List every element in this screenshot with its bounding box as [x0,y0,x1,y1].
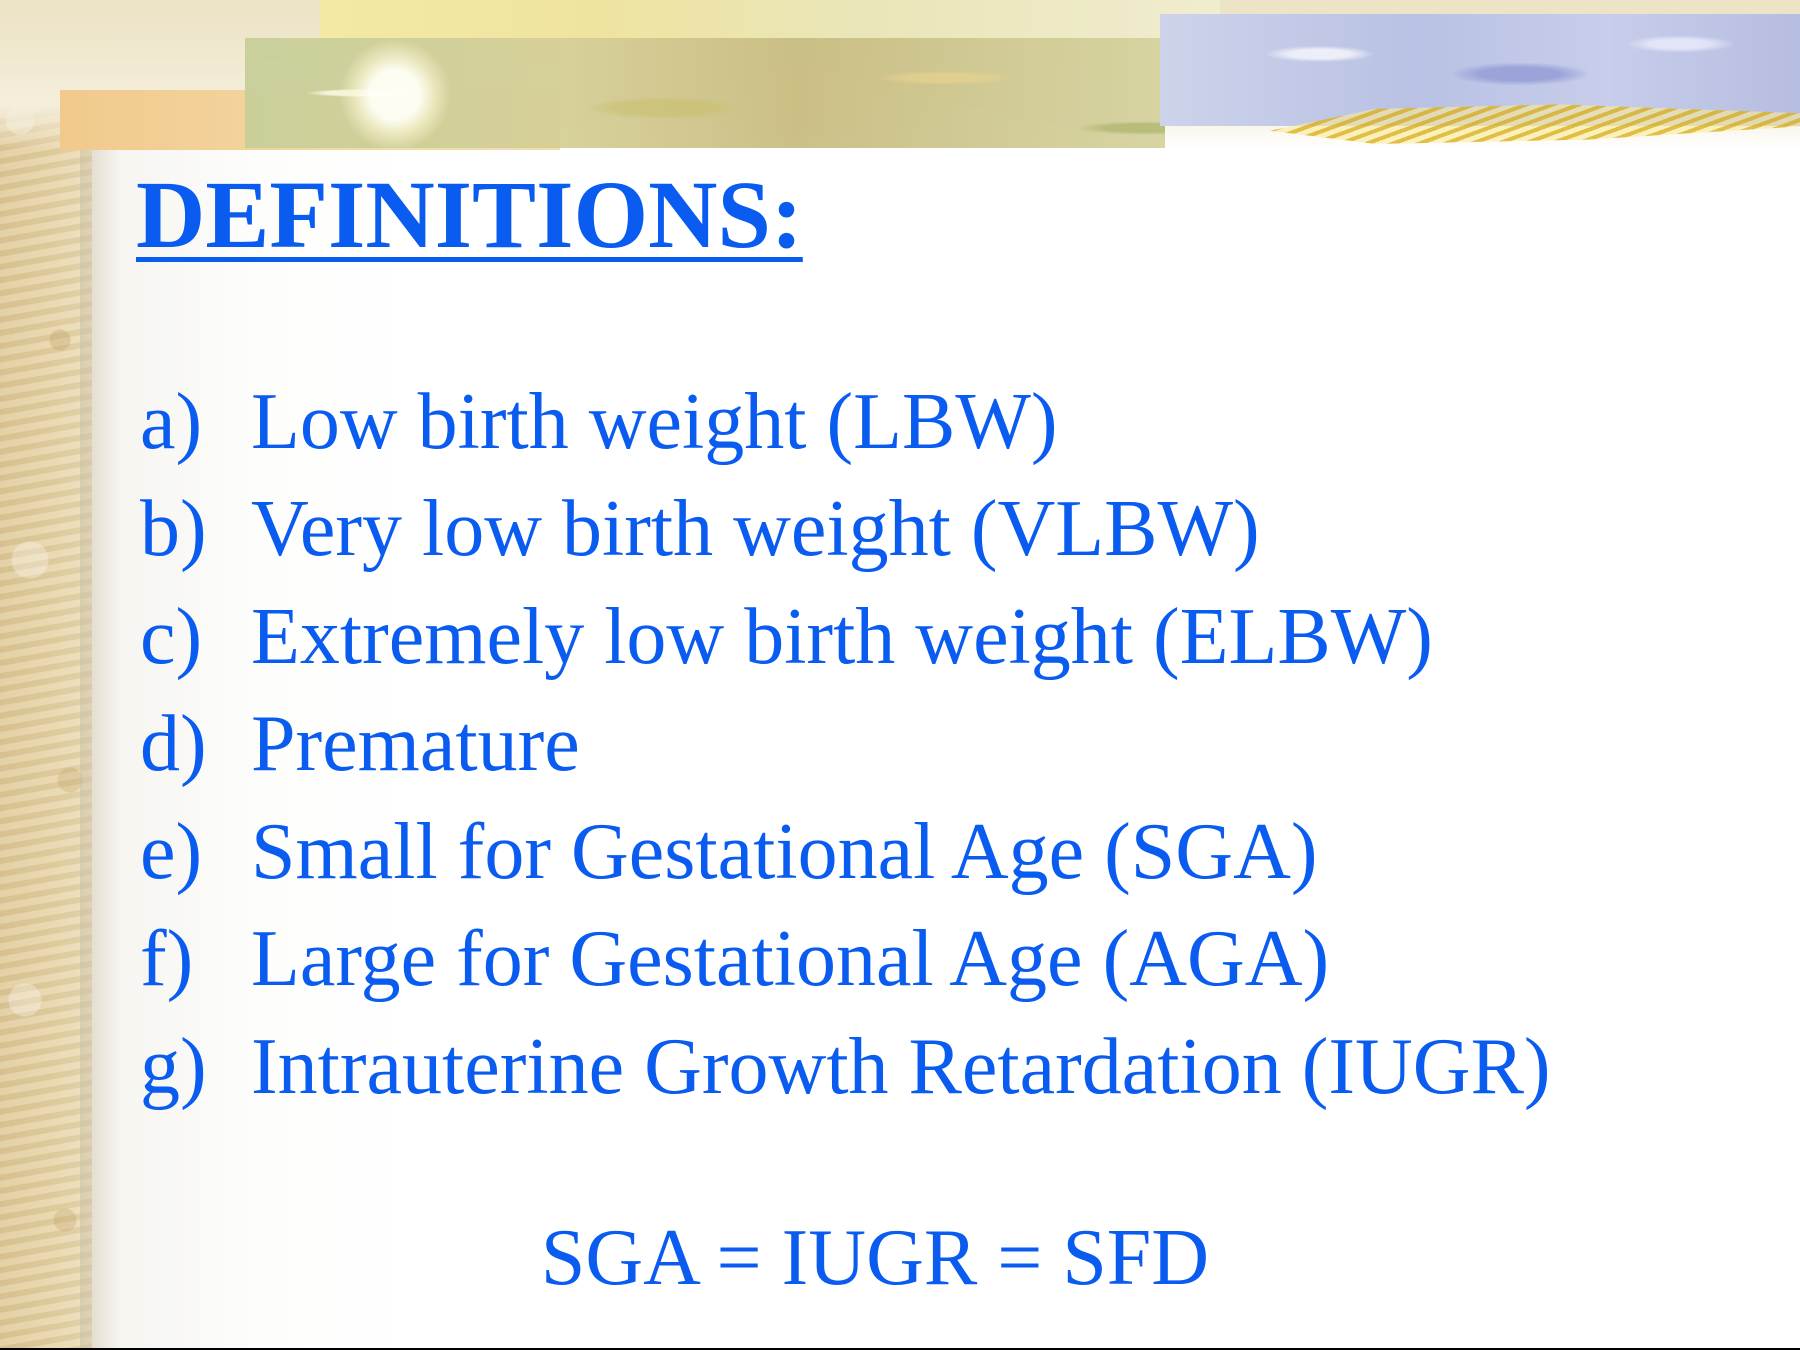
parchment-strip-decoration [0,0,92,1350]
list-item: g) Intrauterine Growth Retardation (IUGR… [140,1013,1551,1121]
list-item: a) Low birth weight (LBW) [140,368,1551,476]
list-item: f) Large for Gestational Age (AGA) [140,906,1551,1014]
flower-highlight-decoration [340,40,450,150]
list-item: d) Premature [140,691,1551,799]
list-marker: f) [140,915,194,1004]
list-marker: e) [140,807,203,896]
list-marker: d) [140,700,207,789]
list-marker: a) [140,377,203,466]
definition-text: Small for Gestational Age (SGA) [251,807,1318,896]
list-item: e) Small for Gestational Age (SGA) [140,798,1551,906]
definition-text: Extremely low birth weight (ELBW) [251,592,1433,681]
definition-text: Intrauterine Growth Retardation (IUGR) [251,1022,1551,1111]
equivalence-equation: SGA = IUGR = SFD [540,1214,1210,1302]
definition-text: Very low birth weight (VLBW) [251,485,1260,574]
definitions-list: a) Low birth weight (LBW) b) Very low bi… [140,368,1551,1121]
slide-title: DEFINITIONS: [136,161,803,268]
definition-text: Large for Gestational Age (AGA) [251,915,1330,1004]
list-marker: b) [140,485,207,574]
bottom-border [0,1348,1800,1350]
collage-yellow-tile [320,0,1220,40]
strip-shadow-decoration [80,140,120,1350]
list-item: b) Very low birth weight (VLBW) [140,476,1551,584]
definition-text: Low birth weight (LBW) [251,377,1058,466]
header-collage-banner [0,0,1800,150]
list-marker: g) [140,1022,207,1111]
list-marker: c) [140,592,203,681]
definition-text: Premature [251,700,580,789]
list-item: c) Extremely low birth weight (ELBW) [140,583,1551,691]
